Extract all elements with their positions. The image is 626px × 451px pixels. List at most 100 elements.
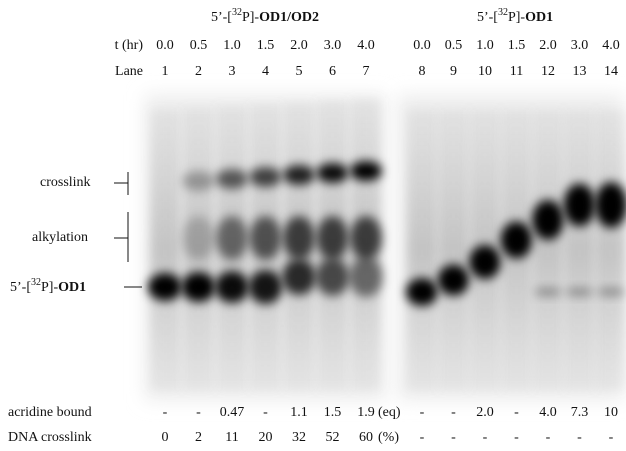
time-label: 1.5 [257,38,275,53]
time-label: 4.0 [602,38,620,53]
gel-band [595,182,626,228]
time-label: 3.0 [571,38,589,53]
acridine-value: 1.5 [324,405,342,420]
gel-band [315,258,350,296]
row-label: t (hr) [115,38,144,53]
title-part: P]- [508,10,525,25]
panel-title: 5’-[32P]-OD1 [477,7,553,25]
unit-label: (eq) [378,405,401,420]
lane-label: 4 [262,64,269,79]
row-label: Lane [115,64,143,79]
crosslink-value: 20 [259,430,273,445]
gel-band [316,163,349,183]
acridine-value: 10 [604,405,618,420]
acridine-value: 2.0 [476,405,494,420]
time-label: 0.5 [190,38,208,53]
lane-label: 1 [162,64,169,79]
time-label: 2.0 [290,38,308,53]
gel-band [283,165,315,185]
title-superscript: 32 [498,7,508,18]
time-label: 0.0 [156,38,174,53]
panel-title: 5’-[32P]-OD1/OD2 [211,7,319,25]
title-superscript: 32 [232,7,242,18]
lane-label: 5 [296,64,303,79]
label-part: 5’-[ [10,280,31,295]
acridine-value: 1.1 [290,405,308,420]
gel-band [563,183,596,227]
lane-label: 9 [450,64,457,79]
time-label: 1.0 [476,38,494,53]
gel-band [216,169,248,189]
band-label: 5’-[32P]-OD1 [10,277,86,295]
acridine-value: - [196,405,201,420]
unit-label: (%) [378,430,399,445]
title-bold: OD1 [525,10,553,25]
crosslink-value: 52 [326,430,340,445]
gel-band [532,200,564,240]
gel-smear [564,110,595,390]
crosslink-value: 32 [292,430,306,445]
gel-band [248,270,283,304]
acridine-value: 1.9 [357,405,375,420]
label-bold: OD1 [58,280,86,295]
time-label: 3.0 [324,38,342,53]
row-label: acridine bound [8,405,92,420]
gel-band [349,257,383,297]
gel-band [500,221,533,259]
crosslink-value: 2 [195,430,202,445]
gel-band [316,216,349,260]
gel-band [534,288,562,296]
crosslink-value: 60 [359,430,373,445]
lane-label: 3 [229,64,236,79]
gel-smear [407,110,437,390]
row-label: DNA crosslink [8,430,92,445]
acridine-value: 0.47 [220,405,245,420]
crosslink-value: 11 [225,430,238,445]
acridine-value: 4.0 [539,405,557,420]
acridine-value: - [514,405,519,420]
gel-band [182,216,215,260]
acridine-value: - [163,405,168,420]
acridine-value: - [263,405,268,420]
gel-smear [596,110,626,390]
gel-band [469,245,501,279]
acridine-value: 7.3 [571,405,589,420]
gel-band [216,216,248,260]
lane-label: 14 [604,64,618,79]
gel-band [249,167,282,187]
crosslink-value: - [609,430,614,445]
gel-band [249,216,282,260]
gel-panel [398,95,626,400]
lane-label: 12 [541,64,555,79]
gel-band [406,278,438,306]
lane-label: 10 [478,64,492,79]
gel-band [350,161,382,181]
gel-band [597,288,625,296]
label-superscript: 32 [31,277,41,288]
lane-label: 13 [573,64,587,79]
title-part: 5’-[ [477,10,498,25]
band-label: crosslink [40,175,91,190]
lane-label: 8 [419,64,426,79]
gel-band [181,272,216,302]
title-bold: OD1/OD2 [259,10,319,25]
gel-smear [438,110,469,390]
acridine-value: - [420,405,425,420]
time-label: 1.0 [223,38,241,53]
gel-band [283,216,315,260]
crosslink-value: - [420,430,425,445]
band-label: alkylation [32,230,88,245]
crosslink-value: - [577,430,582,445]
label-part: P]- [41,280,58,295]
gel-band [565,288,594,296]
title-part: P]- [242,10,259,25]
acridine-value: - [451,405,456,420]
gel-smear [150,110,180,390]
gel-band [282,259,316,295]
lane-label: 6 [329,64,336,79]
crosslink-value: 0 [162,430,169,445]
title-part: 5’-[ [211,10,232,25]
lane-label: 2 [195,64,202,79]
gel-band [148,273,182,301]
